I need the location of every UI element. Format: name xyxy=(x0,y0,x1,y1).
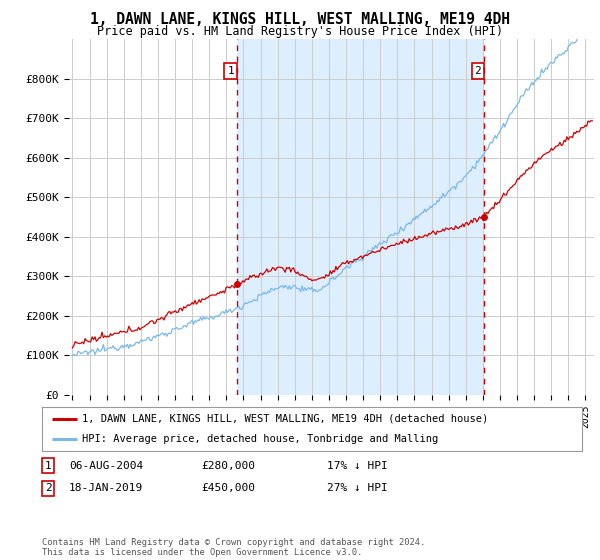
Text: 17% ↓ HPI: 17% ↓ HPI xyxy=(327,461,388,471)
Text: 18-JAN-2019: 18-JAN-2019 xyxy=(69,483,143,493)
Text: £450,000: £450,000 xyxy=(201,483,255,493)
Text: 1: 1 xyxy=(44,461,52,471)
Text: 27% ↓ HPI: 27% ↓ HPI xyxy=(327,483,388,493)
Text: HPI: Average price, detached house, Tonbridge and Malling: HPI: Average price, detached house, Tonb… xyxy=(83,434,439,444)
Text: 2: 2 xyxy=(475,66,481,76)
Text: Contains HM Land Registry data © Crown copyright and database right 2024.
This d: Contains HM Land Registry data © Crown c… xyxy=(42,538,425,557)
Text: 1, DAWN LANE, KINGS HILL, WEST MALLING, ME19 4DH: 1, DAWN LANE, KINGS HILL, WEST MALLING, … xyxy=(90,12,510,27)
Text: 06-AUG-2004: 06-AUG-2004 xyxy=(69,461,143,471)
Bar xyxy=(236,39,484,395)
Text: £280,000: £280,000 xyxy=(201,461,255,471)
Text: 2: 2 xyxy=(44,483,52,493)
Text: Price paid vs. HM Land Registry's House Price Index (HPI): Price paid vs. HM Land Registry's House … xyxy=(97,25,503,38)
Text: 1: 1 xyxy=(227,66,234,76)
Text: 1, DAWN LANE, KINGS HILL, WEST MALLING, ME19 4DH (detached house): 1, DAWN LANE, KINGS HILL, WEST MALLING, … xyxy=(83,414,489,424)
